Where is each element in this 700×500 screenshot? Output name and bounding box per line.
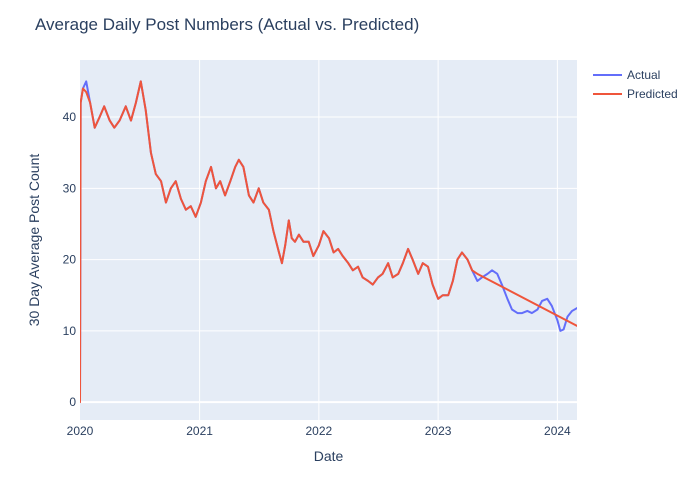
x-tick-label: 2020	[67, 424, 94, 438]
x-tick-label: 2021	[186, 424, 213, 438]
legend: Actual Predicted	[593, 68, 678, 101]
legend-label-actual: Actual	[627, 68, 660, 82]
x-tick-label: 2022	[306, 424, 333, 438]
x-axis-title: Date	[314, 448, 344, 464]
y-axis-ticks: 0 10 20 30 40	[63, 110, 77, 409]
chart-title: Average Daily Post Numbers (Actual vs. P…	[35, 15, 419, 34]
plot-background	[80, 60, 577, 420]
y-tick-label: 30	[63, 181, 77, 195]
x-tick-label: 2024	[544, 424, 571, 438]
y-tick-label: 0	[69, 395, 76, 409]
y-axis-title: 30 Day Average Post Count	[26, 154, 42, 327]
series-line-predicted	[80, 80, 577, 404]
y-tick-label: 10	[63, 324, 77, 338]
y-tick-label: 20	[63, 253, 77, 267]
x-tick-label: 2023	[425, 424, 452, 438]
x-axis-ticks: 2020 2021 2022 2023 2024	[67, 424, 571, 438]
y-tick-label: 40	[63, 110, 77, 124]
series-lines	[80, 80, 577, 404]
legend-label-predicted: Predicted	[627, 87, 678, 101]
